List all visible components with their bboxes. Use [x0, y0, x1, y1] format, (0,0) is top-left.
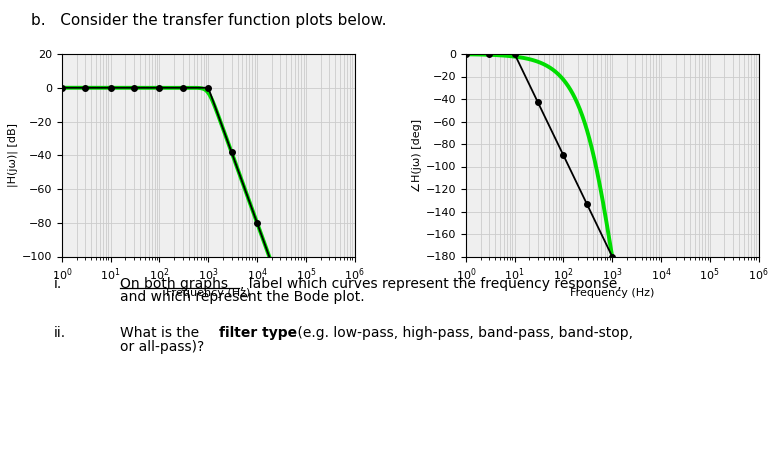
Text: , label which curves represent the frequency response,: , label which curves represent the frequ…	[240, 277, 622, 291]
Text: (e.g. low-pass, high-pass, band-pass, band-stop,: (e.g. low-pass, high-pass, band-pass, ba…	[293, 326, 632, 340]
Text: On both graphs: On both graphs	[120, 277, 228, 291]
Text: ii.: ii.	[54, 326, 67, 340]
Y-axis label: |H(jω)| [dB]: |H(jω)| [dB]	[8, 123, 18, 187]
Text: i.: i.	[54, 277, 63, 291]
Text: b.   Consider the transfer function plots below.: b. Consider the transfer function plots …	[31, 14, 386, 28]
X-axis label: Frequency (Hz): Frequency (Hz)	[570, 288, 654, 298]
Text: filter type: filter type	[219, 326, 297, 340]
Text: What is the: What is the	[120, 326, 204, 340]
Y-axis label: ∠H(jω) [deg]: ∠H(jω) [deg]	[412, 119, 422, 192]
X-axis label: Frequency (Hz): Frequency (Hz)	[166, 288, 251, 298]
Text: or all-pass)?: or all-pass)?	[120, 340, 204, 354]
Text: and which represent the Bode plot.: and which represent the Bode plot.	[120, 290, 365, 304]
